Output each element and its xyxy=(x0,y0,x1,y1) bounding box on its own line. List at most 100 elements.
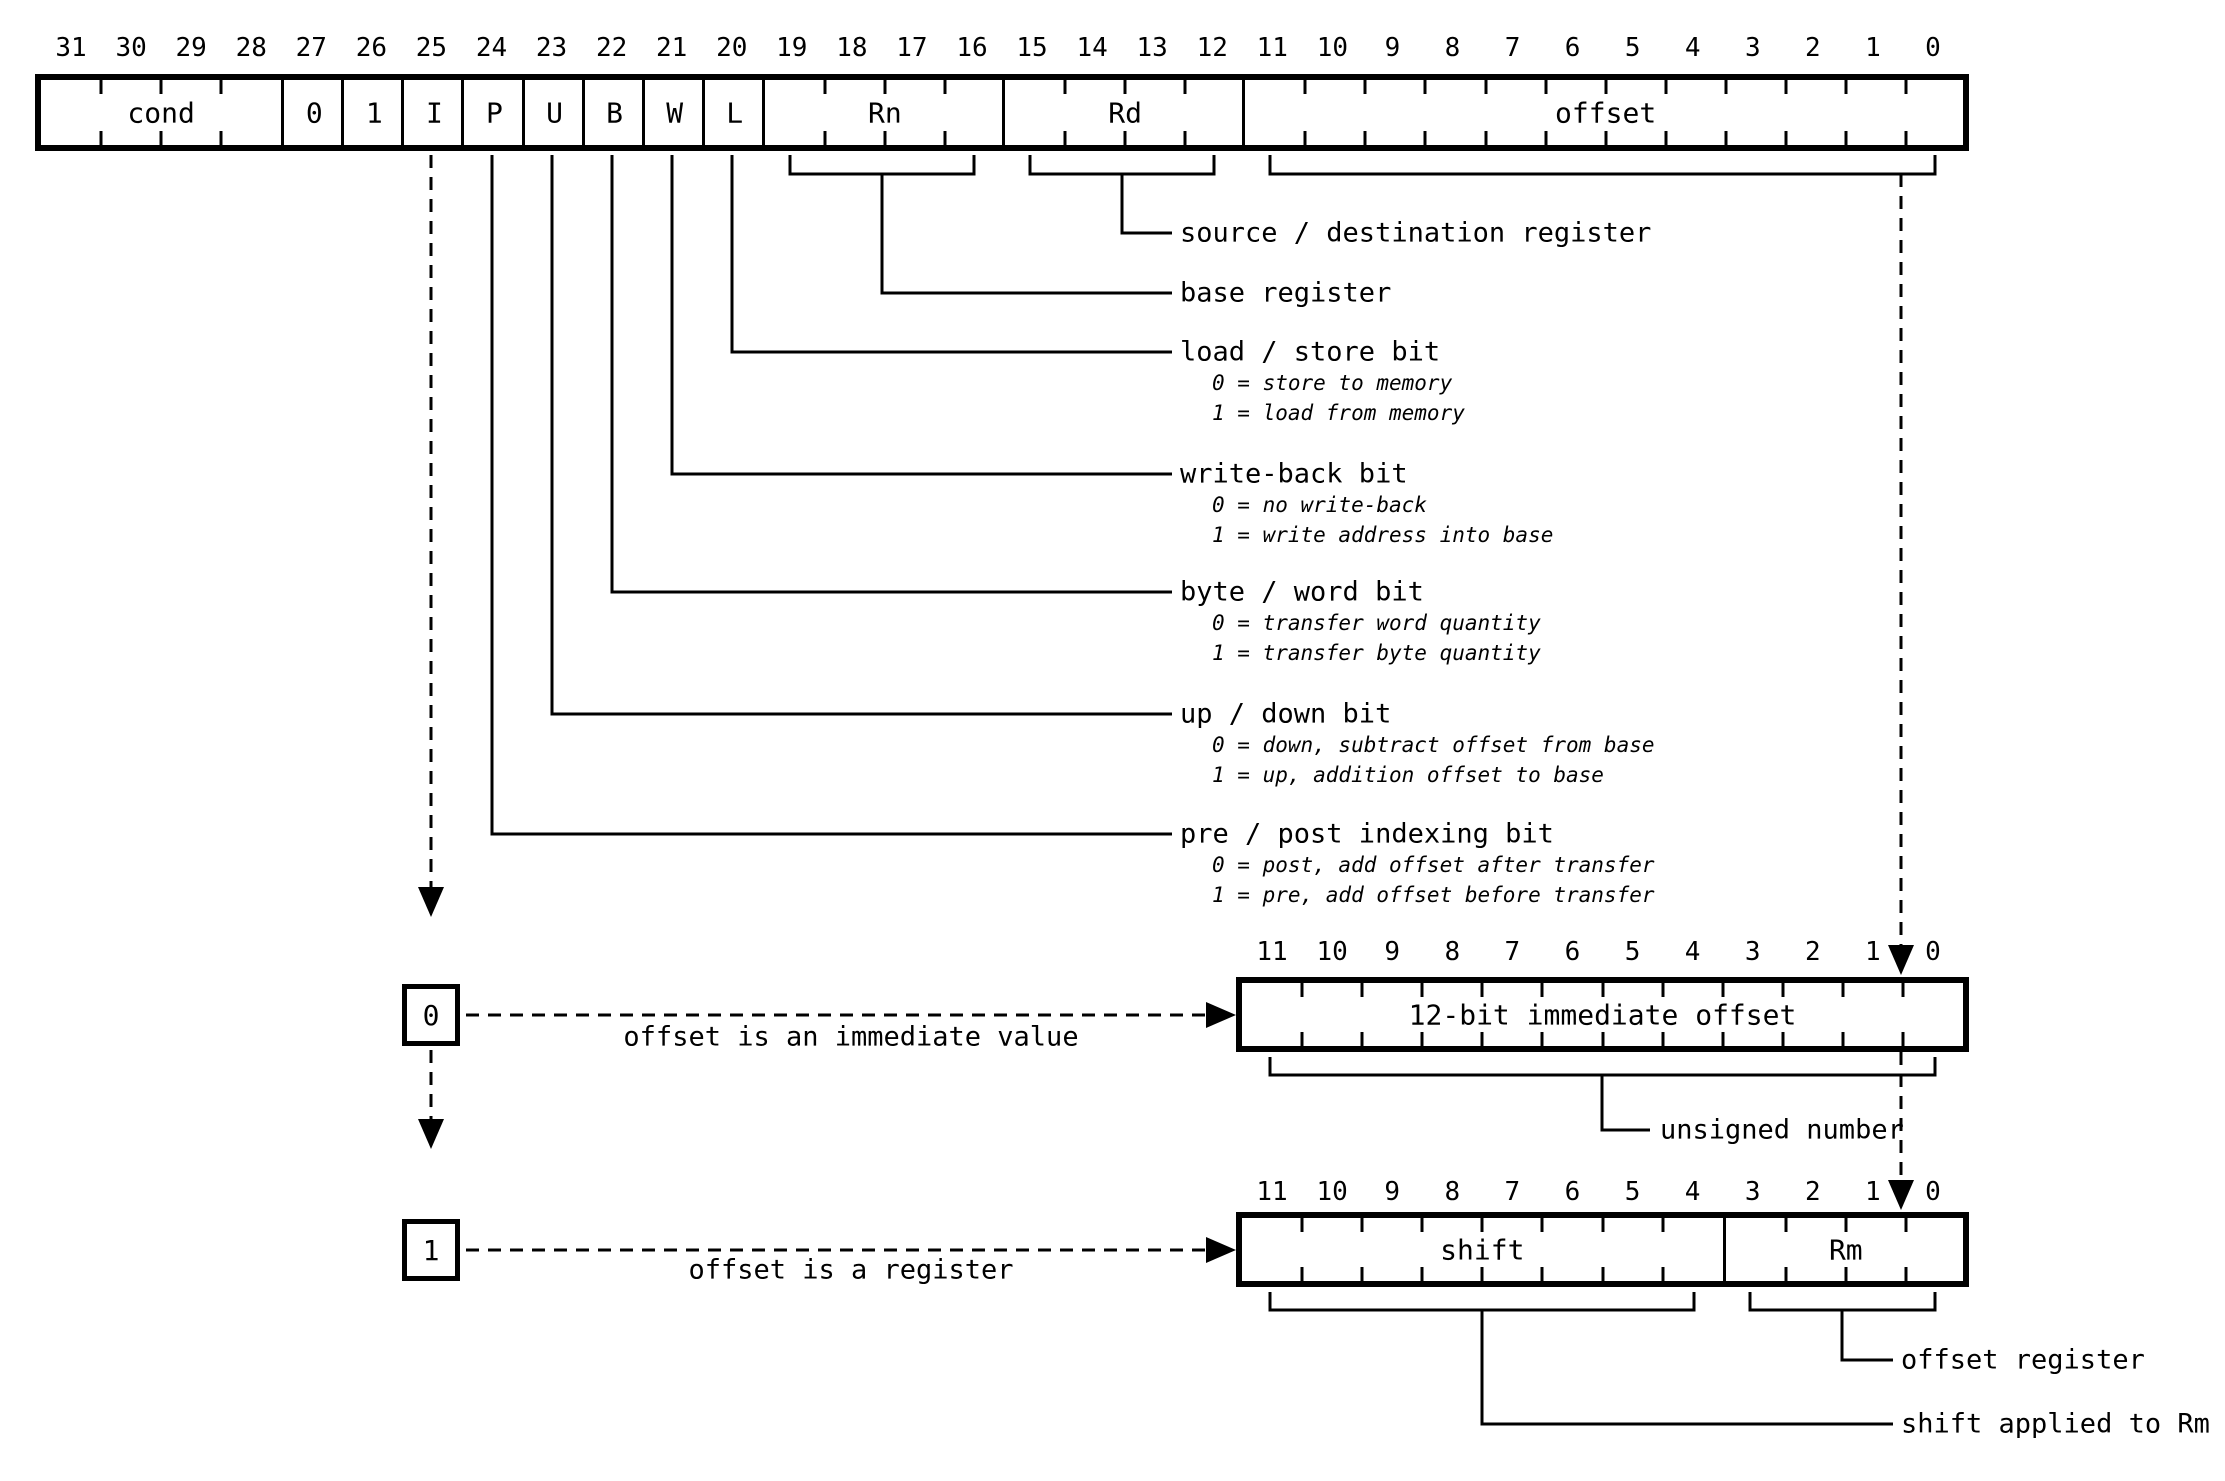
bit-tick xyxy=(1784,131,1788,145)
bit-tick xyxy=(1480,1032,1484,1046)
bit-number-13: 13 xyxy=(1136,33,1168,63)
field-l: L xyxy=(701,80,765,145)
bit-tick xyxy=(99,131,103,145)
annotation-detail: 1 = load from memory xyxy=(1212,401,1465,425)
annotation-label: load / store bit xyxy=(1180,336,1441,368)
bit-tick xyxy=(1904,80,1908,94)
connector-u-bit xyxy=(550,155,1172,716)
bit-tick xyxy=(1664,131,1668,145)
bit-tick xyxy=(99,80,103,94)
bit-tick xyxy=(1904,131,1908,145)
bit-tick xyxy=(943,131,947,145)
field-label: W xyxy=(666,96,684,129)
bracket-rn xyxy=(788,155,976,176)
bit-number-10: 10 xyxy=(1316,937,1348,967)
bit-number-30: 30 xyxy=(115,33,147,63)
connector-shift-applied xyxy=(1480,1310,1893,1426)
field-label: I xyxy=(425,96,443,129)
bit-number-10: 10 xyxy=(1316,33,1348,63)
arrowhead-selector xyxy=(418,1119,444,1149)
connector-rn xyxy=(880,174,1172,295)
bit-tick xyxy=(823,131,827,145)
field-label: B xyxy=(606,96,624,129)
bit-tick xyxy=(1601,1032,1604,1046)
bracket-rd xyxy=(1028,155,1216,176)
bit-tick xyxy=(1601,1218,1604,1232)
bit-tick xyxy=(1360,1267,1364,1281)
bit-number-6: 6 xyxy=(1564,33,1581,63)
bit-number-19: 19 xyxy=(776,33,808,63)
bit-number-11: 11 xyxy=(1256,937,1288,967)
bit-number-9: 9 xyxy=(1384,937,1401,967)
field-label: 0 xyxy=(305,96,323,129)
bit-tick xyxy=(1303,131,1307,145)
connector-rd xyxy=(1120,174,1172,235)
bit-tick xyxy=(1781,1032,1785,1046)
bit-number-4: 4 xyxy=(1684,33,1701,63)
offset-register-note: offset register xyxy=(1901,1344,2145,1376)
bit-tick xyxy=(1601,1267,1604,1281)
bit-number-7: 7 xyxy=(1504,1177,1521,1207)
bit-tick xyxy=(1300,1032,1304,1046)
bit-tick xyxy=(1544,80,1548,94)
bit-number-18: 18 xyxy=(836,33,868,63)
field-0: 0 xyxy=(281,80,344,145)
bit-number-1: 1 xyxy=(1865,33,1881,63)
field-label: 1 xyxy=(365,96,383,129)
bit-tick xyxy=(1360,983,1364,997)
annotation-label: base register xyxy=(1180,277,1392,309)
arrowhead-immediate xyxy=(1206,1002,1236,1028)
bit-number-6: 6 xyxy=(1564,937,1581,967)
bit-tick xyxy=(1300,1267,1304,1281)
unsigned-number-note: unsigned number xyxy=(1660,1114,1904,1146)
bit-tick xyxy=(1844,1218,1848,1232)
bit-number-6: 6 xyxy=(1564,1177,1581,1207)
bit-tick xyxy=(1480,1218,1484,1232)
immediate-offset-box: 12-bit immediate offset xyxy=(1236,977,1969,1052)
bit-number-11: 11 xyxy=(1256,33,1288,63)
field-offset: offset xyxy=(1242,80,1966,145)
bit-number-9: 9 xyxy=(1384,1177,1401,1207)
annotation-label: up / down bit xyxy=(1180,698,1392,730)
bit-number-7: 7 xyxy=(1504,33,1521,63)
connector-w-bit xyxy=(670,155,1172,476)
field-rd: Rd xyxy=(1002,80,1245,145)
shift-rm-box: shift Rm xyxy=(1236,1212,1969,1287)
bit-tick xyxy=(1784,1267,1788,1281)
annotation-detail: 1 = transfer byte quantity xyxy=(1212,641,1541,665)
bit-tick xyxy=(1721,983,1725,997)
bit-number-0: 0 xyxy=(1925,1177,1941,1207)
bit-tick xyxy=(1604,80,1608,94)
bit-tick xyxy=(159,131,163,145)
field-12-bit-immediate-offset: 12-bit immediate offset xyxy=(1242,983,1963,1046)
field-cond: cond xyxy=(41,80,281,145)
bit-tick xyxy=(1420,983,1424,997)
bit-tick xyxy=(219,131,223,145)
annotation-detail: 0 = post, add offset after transfer xyxy=(1212,853,1655,877)
bit-tick xyxy=(1601,983,1604,997)
bit-tick xyxy=(1661,1218,1665,1232)
annotation-label: write-back bit xyxy=(1180,458,1408,490)
bit-number-8: 8 xyxy=(1444,1177,1461,1207)
connector-offset-register xyxy=(1840,1310,1893,1362)
connector-p-bit xyxy=(490,155,1172,836)
annotation-detail: 0 = transfer word quantity xyxy=(1212,611,1541,635)
field-rm: Rm xyxy=(1722,1218,1966,1281)
field-label: cond xyxy=(127,96,195,129)
field-i: I xyxy=(401,80,464,145)
field-label: L xyxy=(726,96,744,129)
bit-tick xyxy=(1901,1032,1905,1046)
bit-tick xyxy=(1604,131,1608,145)
field-b: B xyxy=(581,80,645,145)
bit-number-8: 8 xyxy=(1444,33,1461,63)
bit-tick xyxy=(1661,1032,1665,1046)
bit-number-10: 10 xyxy=(1316,1177,1348,1207)
immediate-arrow-label: offset is an immediate value xyxy=(623,1021,1079,1053)
bit-tick xyxy=(883,80,887,94)
bit-tick xyxy=(883,131,887,145)
bit-number-12: 12 xyxy=(1196,33,1228,63)
bit-tick xyxy=(1540,1218,1544,1232)
bit-number-2: 2 xyxy=(1804,1177,1821,1207)
